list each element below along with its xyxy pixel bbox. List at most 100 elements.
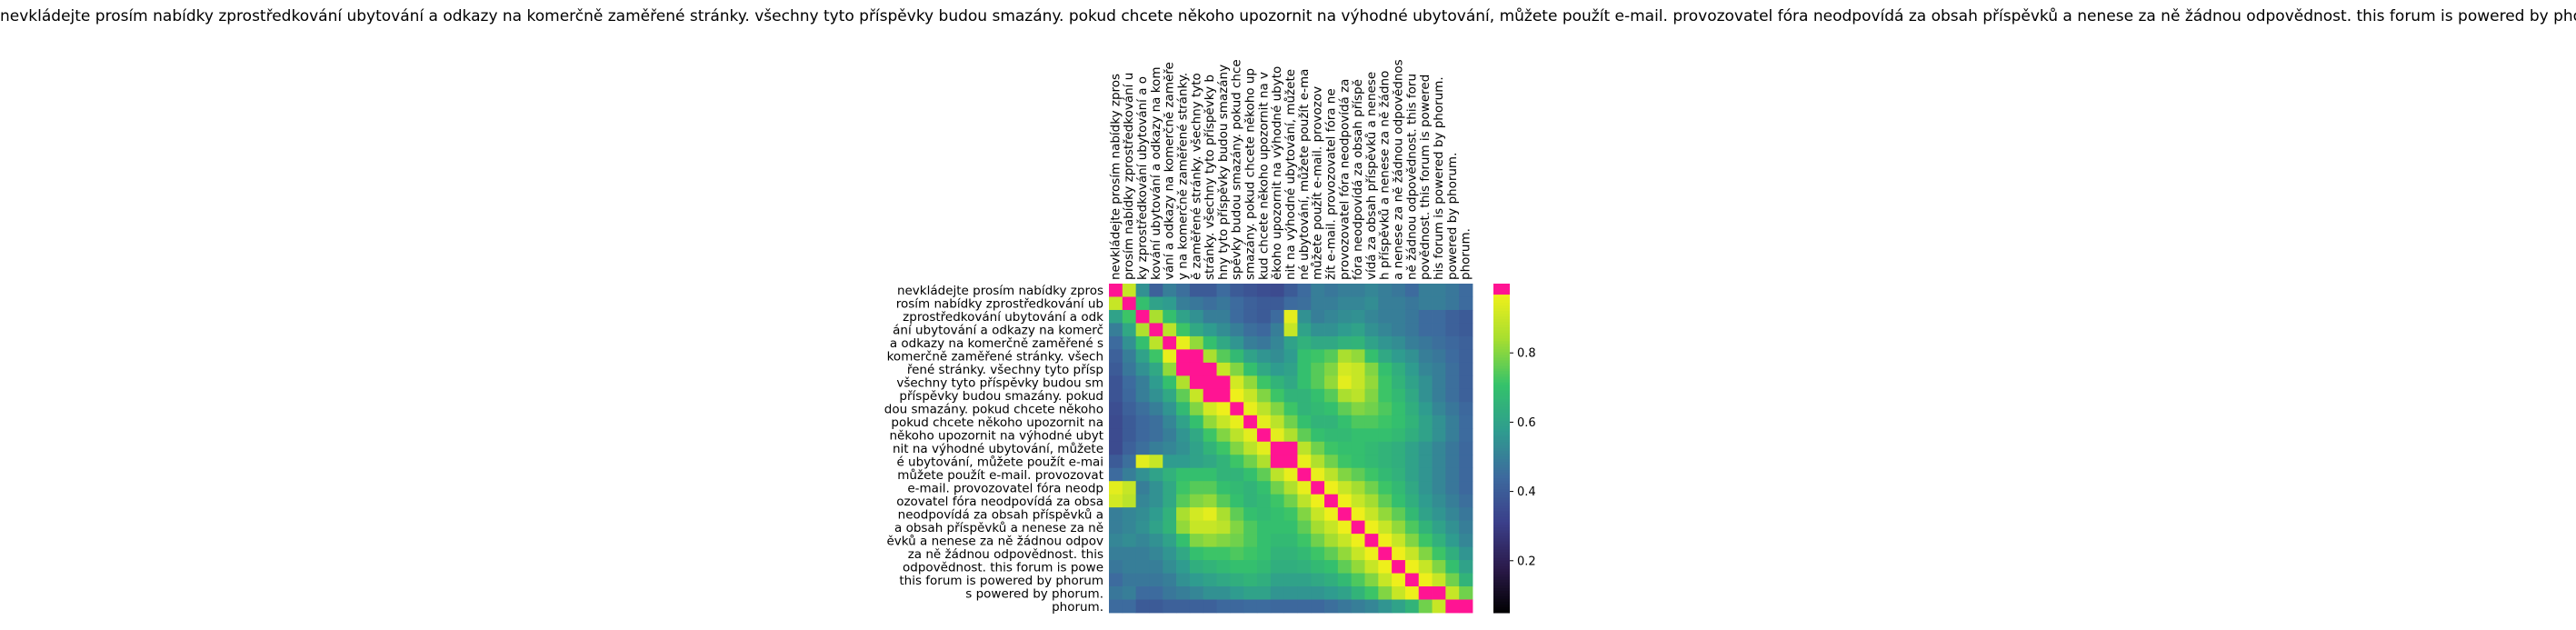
heatmap-cell (1189, 494, 1204, 508)
heatmap-cell (1364, 494, 1379, 508)
y-tick-label: neodpovídá za obsah příspěvků a (898, 507, 1103, 522)
heatmap-cell (1351, 415, 1365, 429)
heatmap-cell (1283, 599, 1298, 614)
heatmap-cell (1432, 441, 1446, 455)
heatmap-cell (1243, 375, 1258, 390)
heatmap-cell (1324, 560, 1339, 574)
heatmap-cell (1135, 388, 1150, 403)
heatmap-cell (1149, 323, 1163, 337)
colorbar-segment (1493, 371, 1510, 375)
heatmap-cell (1216, 586, 1231, 600)
heatmap-cell (1311, 441, 1325, 455)
heatmap-cell (1109, 375, 1123, 390)
heatmap-cell (1163, 335, 1177, 350)
heatmap-cell (1445, 296, 1460, 311)
heatmap-cell (1324, 388, 1339, 403)
heatmap-cell (1418, 335, 1433, 350)
heatmap-cell (1163, 455, 1177, 469)
x-tick-label: ky zprostředkování ubytování a o (1135, 76, 1150, 280)
heatmap-cell (1256, 441, 1272, 455)
heatmap-cell (1270, 560, 1284, 574)
heatmap-cell (1445, 534, 1460, 547)
heatmap-cell (1459, 560, 1473, 574)
heatmap-cell (1230, 546, 1244, 561)
heatmap-cell (1297, 455, 1312, 469)
colorbar-segment (1493, 552, 1510, 556)
y-tick-label: dou smazány. pokud chcete někoho (884, 403, 1103, 417)
heatmap-cell (1283, 415, 1298, 429)
colorbar-segment (1493, 297, 1510, 301)
heatmap-cell (1216, 388, 1231, 403)
colorbar-segment (1493, 563, 1510, 567)
colorbar-segment (1493, 385, 1510, 389)
heatmap-cell (1163, 481, 1177, 495)
heatmap-cell (1176, 402, 1191, 416)
heatmap-cell (1378, 284, 1393, 297)
heatmap-cell (1283, 441, 1298, 455)
heatmap-cell (1122, 284, 1137, 297)
heatmap-cell (1297, 375, 1312, 390)
heatmap-cell (1297, 415, 1312, 429)
heatmap-cell (1109, 534, 1123, 547)
heatmap-cell (1351, 428, 1365, 443)
heatmap-cell (1432, 349, 1446, 364)
heatmap-cell (1176, 560, 1191, 574)
heatmap-cell (1270, 375, 1284, 390)
heatmap-cell (1135, 534, 1150, 547)
heatmap-cell (1404, 349, 1420, 364)
heatmap-cell (1216, 599, 1231, 614)
heatmap-cell (1351, 362, 1365, 376)
heatmap-cell (1203, 507, 1217, 522)
colorbar-segment (1493, 303, 1510, 306)
heatmap-cell (1445, 546, 1460, 561)
heatmap-cell (1189, 335, 1204, 350)
heatmap-cell (1324, 428, 1339, 443)
heatmap-cell (1432, 415, 1446, 429)
heatmap-cell (1337, 349, 1353, 364)
colorbar-segment (1493, 341, 1510, 345)
y-tick-label: a odkazy na komerčně zaměřené s (890, 336, 1103, 351)
heatmap-cell (1404, 309, 1420, 324)
heatmap-cell (1337, 586, 1353, 600)
heatmap-cell (1297, 309, 1312, 324)
heatmap-cell (1432, 481, 1446, 495)
heatmap-cell (1459, 573, 1473, 587)
heatmap-cell (1445, 520, 1460, 535)
heatmap-cell (1135, 309, 1150, 324)
y-tick-label: všechny tyto příspěvky budou sm (896, 376, 1103, 391)
heatmap-cell (1135, 560, 1150, 574)
heatmap-cell (1163, 546, 1177, 561)
heatmap-cell (1432, 388, 1446, 403)
heatmap-cell (1109, 467, 1123, 482)
heatmap-cell (1163, 415, 1177, 429)
heatmap-cell (1243, 494, 1258, 508)
colorbar-segment (1493, 560, 1510, 565)
heatmap-cell (1122, 520, 1137, 535)
heatmap-cell (1418, 586, 1433, 600)
colorbar-segment (1493, 489, 1510, 493)
heatmap-cell (1135, 546, 1150, 561)
colorbar-segment (1493, 305, 1510, 309)
heatmap-cell (1297, 284, 1312, 297)
heatmap-cell (1109, 349, 1123, 364)
colorbar-segment (1493, 439, 1510, 444)
heatmap-cell (1392, 335, 1406, 350)
heatmap-cell (1337, 362, 1353, 376)
heatmap-cell (1364, 284, 1379, 297)
heatmap-cell (1351, 296, 1365, 311)
heatmap-cell (1459, 284, 1473, 297)
colorbar-segment (1493, 467, 1510, 471)
heatmap-cell (1324, 534, 1339, 547)
heatmap-cell (1378, 428, 1393, 443)
colorbar-segment (1493, 582, 1510, 586)
colorbar-segment (1493, 314, 1510, 317)
colorbar-segment (1493, 598, 1510, 603)
colorbar-segment (1493, 604, 1510, 608)
heatmap-cell (1135, 428, 1150, 443)
heatmap-cell (1404, 402, 1420, 416)
colorbar-segment (1493, 368, 1510, 373)
heatmap-cell (1392, 284, 1406, 297)
heatmap-cell (1230, 362, 1244, 376)
heatmap-cell (1243, 335, 1258, 350)
heatmap-cell (1418, 481, 1433, 495)
